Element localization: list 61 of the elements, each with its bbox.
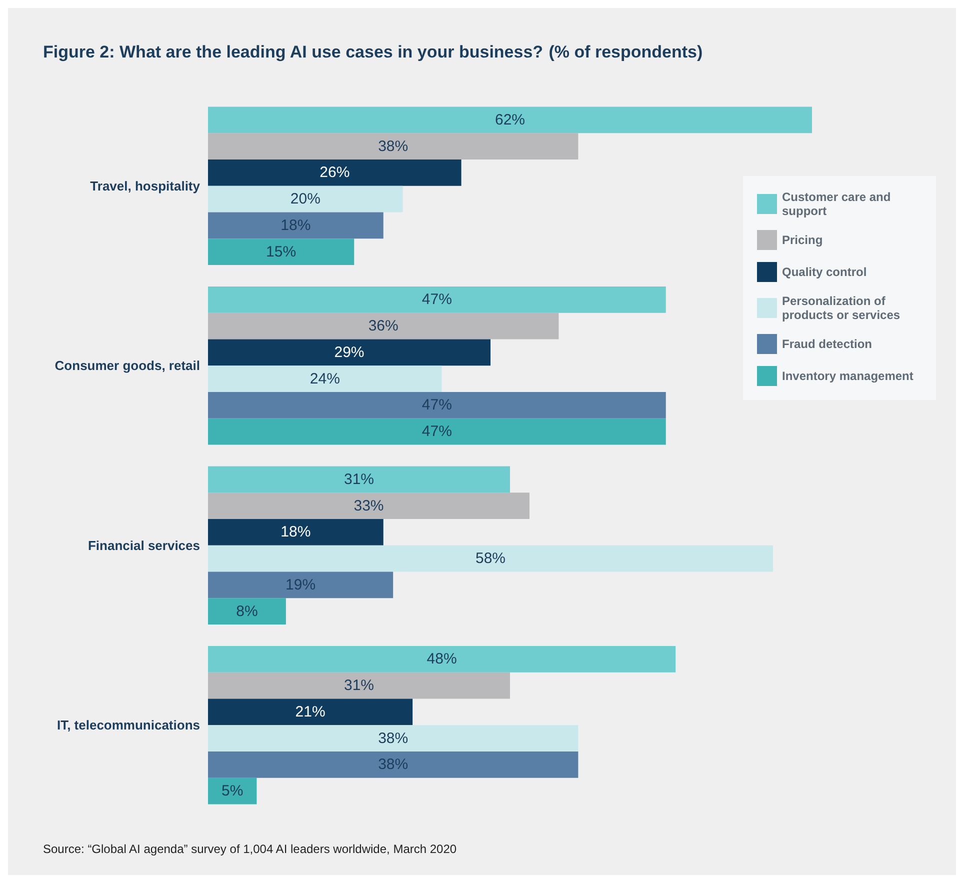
bar xyxy=(208,160,462,186)
bar xyxy=(208,466,510,493)
bar xyxy=(208,133,578,160)
legend-label: Customer care and support xyxy=(782,190,894,218)
bar xyxy=(208,519,384,546)
bar xyxy=(208,751,578,778)
bar xyxy=(208,366,442,392)
data-label: 20% xyxy=(290,190,320,208)
bar xyxy=(208,286,666,313)
data-label: 38% xyxy=(378,756,408,774)
bar xyxy=(208,672,510,699)
data-label: 15% xyxy=(266,243,296,260)
bar xyxy=(208,698,413,726)
legend-label: Pricing xyxy=(782,233,823,247)
y-tick-label: Travel, hospitality xyxy=(90,178,201,194)
source-note: Source: “Global AI agenda” survey of 1,004 AI leaders worldwide, March 2020 xyxy=(43,842,457,856)
bar xyxy=(208,312,559,340)
bar xyxy=(208,392,666,418)
data-label: 18% xyxy=(280,524,311,541)
data-label: 47% xyxy=(422,291,452,308)
bar xyxy=(208,545,774,572)
bar xyxy=(208,572,394,598)
data-label: 58% xyxy=(476,550,506,568)
bar xyxy=(208,492,530,520)
legend-label: Inventory management xyxy=(782,369,914,383)
chart-subtitle: (% of respondents) xyxy=(548,42,703,62)
data-label: 31% xyxy=(344,470,374,488)
data-label: 48% xyxy=(426,650,457,668)
data-label: 47% xyxy=(422,423,452,440)
data-label: 33% xyxy=(354,497,384,514)
data-label: 24% xyxy=(310,370,340,388)
y-tick-label: Financial services xyxy=(88,538,200,553)
data-label: 29% xyxy=(334,344,364,361)
legend-label: Fraud detection xyxy=(782,337,872,351)
chart-title: Figure 2: What are the leading AI use cases in your business? xyxy=(43,42,544,62)
bar xyxy=(208,212,384,239)
bar xyxy=(208,238,354,265)
bar xyxy=(208,418,666,445)
bar xyxy=(208,598,286,624)
bar xyxy=(208,725,578,752)
data-label: 26% xyxy=(320,164,350,182)
data-label: 18% xyxy=(280,216,311,234)
data-label: 8% xyxy=(236,602,258,620)
bar xyxy=(208,106,812,134)
legend-label: Quality control xyxy=(782,265,867,279)
y-tick-label: IT, telecommunications xyxy=(56,718,200,733)
data-label: 62% xyxy=(494,111,526,128)
data-label: 5% xyxy=(222,782,244,800)
bar xyxy=(208,339,491,366)
data-label: 47% xyxy=(422,396,452,414)
legend-label: Personalization of products or services xyxy=(782,294,900,322)
y-tick-label: Consumer goods, retail xyxy=(54,358,200,374)
bar xyxy=(208,778,257,804)
data-label: 21% xyxy=(295,703,326,720)
data-label: 36% xyxy=(368,318,398,335)
bar xyxy=(208,646,676,672)
data-label: 38% xyxy=(378,730,408,747)
data-label: 19% xyxy=(286,576,316,594)
data-label: 31% xyxy=(344,677,374,694)
bar xyxy=(208,186,403,212)
data-label: 38% xyxy=(378,138,408,155)
